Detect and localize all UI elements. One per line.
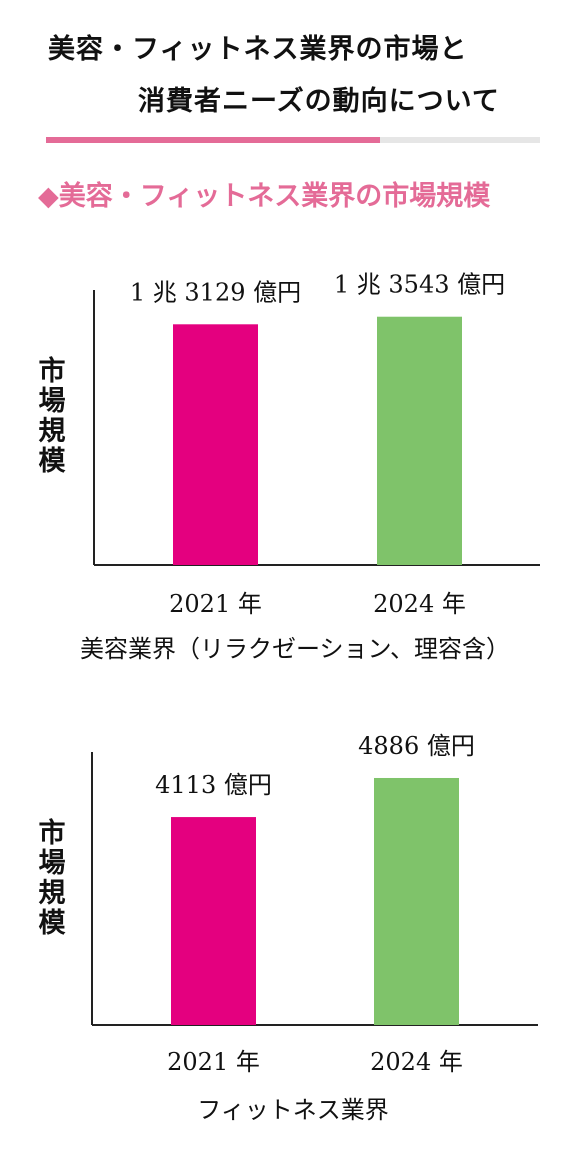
y-axis-label-char: 規	[39, 878, 66, 909]
chart-caption: フィットネス業界	[197, 1096, 389, 1124]
section-heading: ◆美容・フィットネス業界の市場規模	[38, 181, 491, 212]
x-tick-label-2: 2024 年	[373, 590, 466, 618]
bar-1	[171, 817, 256, 1025]
bar-value-label-2: 4886 億円	[358, 732, 475, 760]
bar-value-label-1: 4113 億円	[155, 771, 272, 799]
x-tick-label-2: 2024 年	[370, 1048, 463, 1076]
title-underline-accent	[46, 137, 380, 143]
y-axis-label-char: 市	[39, 355, 66, 387]
bar-value-label-2: 1 兆 3543 億円	[334, 271, 505, 299]
title-underline	[46, 137, 540, 143]
y-axis-label-char: 模	[39, 908, 66, 939]
page-title-line-2: 消費者ニーズの動向について	[138, 86, 500, 117]
y-axis-label-char: 市	[39, 817, 66, 849]
chart-caption: 美容業界（リラクゼーション、理容含）	[80, 635, 510, 663]
bar-value-label-1: 1 兆 3129 億円	[130, 278, 301, 306]
bar-2	[377, 316, 462, 565]
page-title-line-1: 美容・フィットネス業界の市場と	[48, 34, 468, 65]
y-axis-label-char: 場	[39, 848, 66, 879]
x-tick-label-1: 2021 年	[169, 590, 262, 618]
bar-2	[374, 777, 459, 1025]
y-axis-label-char: 模	[39, 446, 66, 477]
y-axis-label-char: 規	[39, 416, 66, 447]
beauty-industry-chart: 市場規模 1 兆 3129 億円 2021 年 1 兆 3543 億円 2024 年美容…	[39, 271, 540, 663]
x-tick-label-1: 2021 年	[167, 1048, 260, 1076]
y-axis-label-char: 場	[39, 386, 66, 417]
bar-1	[173, 324, 258, 565]
